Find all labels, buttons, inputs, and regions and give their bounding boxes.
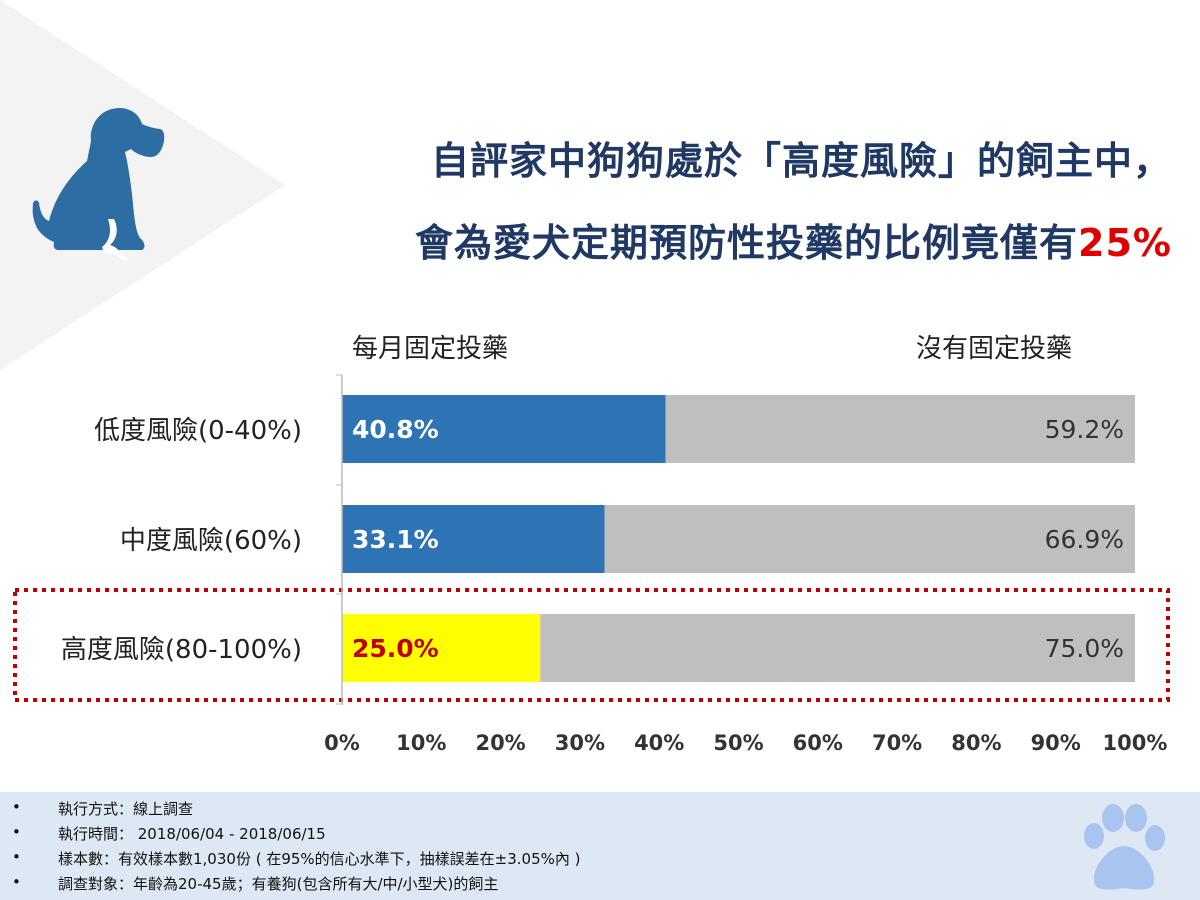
data-label-none: 75.0% (1045, 634, 1124, 663)
title-text: 會為愛犬定期預防性投藥的比例竟僅有 (415, 221, 1079, 265)
x-tick-label: 70% (872, 731, 922, 755)
data-label-none: 66.9% (1045, 525, 1124, 554)
page-title-line-1: 自評家中狗狗處於「高度風險」的飼主中， (430, 139, 1172, 183)
data-label-monthly: 40.8% (352, 415, 439, 444)
x-tick-label: 80% (951, 731, 1001, 755)
bar-none (540, 614, 1135, 682)
paw-print-icon (1084, 804, 1165, 890)
bullet: • (12, 873, 21, 891)
footer-text: 樣本數：有效樣本數1,030份 ( 在95%的信心水準下，抽樣誤差在±3.05%… (58, 850, 581, 868)
category-label: 低度風險(0-40%) (94, 416, 302, 446)
bar-monthly (342, 395, 666, 463)
footer-text: 調查對象：年齡為20-45歲；有養狗(包含所有大/中/小型犬)的飼主 (58, 875, 499, 893)
data-label-none: 59.2% (1045, 415, 1124, 444)
category-label: 中度風險(60%) (120, 526, 302, 556)
highlight-dotted-box (13, 588, 1170, 702)
bullet: • (12, 798, 21, 816)
x-tick-label: 100% (1103, 731, 1168, 755)
footer-text: 執行方式：線上調查 (58, 800, 194, 818)
data-label-monthly: 25.0% (352, 634, 439, 663)
title-highlight: 25% (1078, 221, 1172, 265)
bullet: • (12, 848, 21, 866)
category-label: 高度風險(80-100%) (61, 635, 302, 665)
legend-none: 沒有固定投藥 (916, 334, 1073, 364)
stacked-bar-chart: 40.8% 59.2% 低度風險(0-40%) 33.1% 66.9% 中度風險(60%)… (13, 374, 1170, 755)
x-tick-label: 90% (1031, 731, 1081, 755)
footer-text: 執行時間： 2018/06/04 - 2018/06/15 (58, 825, 326, 843)
x-tick-label: 0% (324, 731, 360, 755)
x-tick-label: 10% (396, 731, 446, 755)
bar-none (665, 395, 1135, 463)
x-tick-label: 30% (555, 731, 605, 755)
bar-none (604, 505, 1135, 573)
page-title-line-2: 會為愛犬定期預防性投藥的比例竟僅有25% (415, 212, 1172, 267)
x-tick-label: 50% (713, 731, 763, 755)
legend-monthly: 每月固定投藥 (352, 334, 509, 364)
x-tick-label: 60% (793, 731, 843, 755)
x-tick-label: 40% (634, 731, 684, 755)
bar-monthly (342, 614, 541, 682)
bullet: • (12, 823, 21, 841)
data-label-monthly: 33.1% (352, 525, 439, 554)
dog-silhouette-icon (32, 108, 165, 261)
survey-info-footer: • 執行方式：線上調查 • 執行時間： 2018/06/04 - 2018/06/1… (0, 792, 1200, 900)
x-tick-label: 20% (475, 731, 525, 755)
bar-monthly (342, 505, 605, 573)
background-triangle (0, 0, 285, 370)
